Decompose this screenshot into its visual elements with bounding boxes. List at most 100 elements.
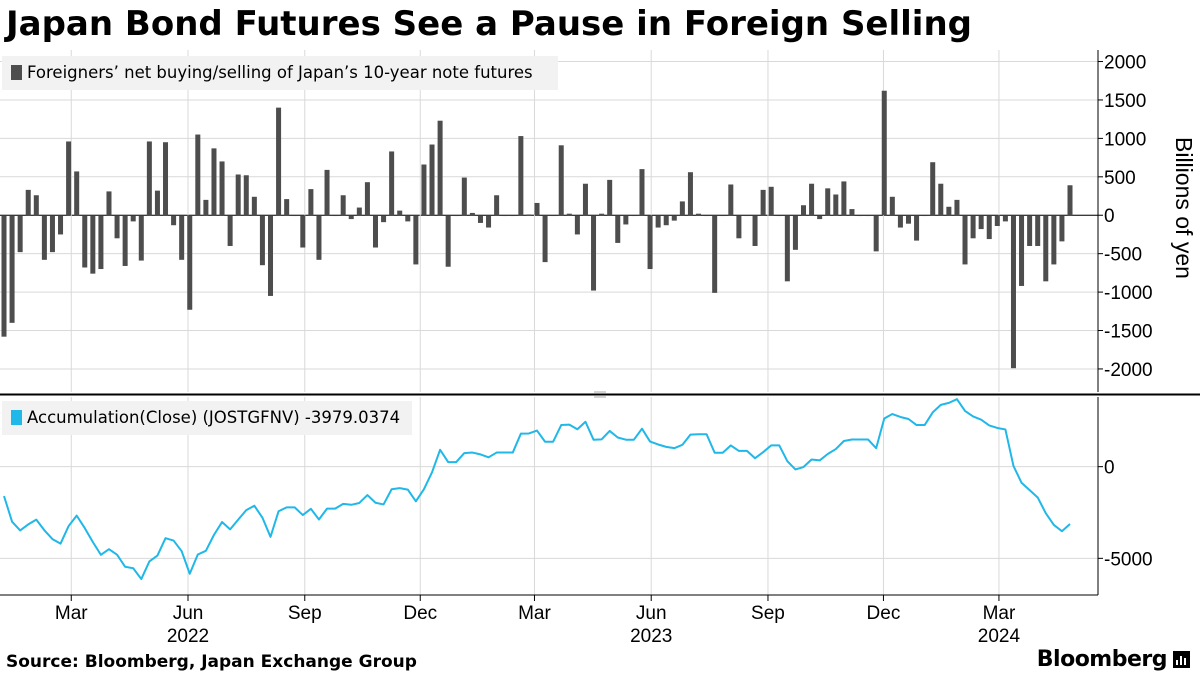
bar: [243, 175, 249, 216]
x-tick-label: Sep: [751, 603, 785, 624]
bar: [518, 136, 524, 216]
bar: [114, 215, 120, 239]
bar: [881, 90, 887, 216]
bar: [219, 161, 225, 216]
bar: [591, 215, 597, 291]
bar-y-tick-label: -1000: [1104, 283, 1153, 304]
bar-series: [1, 90, 1073, 369]
bar: [1, 215, 7, 337]
bar: [17, 215, 23, 253]
bar: [316, 215, 322, 260]
bar: [510, 215, 516, 217]
bar: [1027, 215, 1033, 246]
bar: [938, 183, 944, 216]
bar-legend-background: [2, 56, 558, 90]
line-y-axis: 0 -5000: [1097, 397, 1153, 595]
bar: [704, 215, 710, 217]
bar: [712, 215, 718, 293]
bar: [33, 195, 39, 216]
bar: [930, 162, 936, 216]
bar-y-axis-label: Billions of yen: [1171, 137, 1197, 279]
bar: [332, 215, 338, 217]
line-panel: 0 -5000 Accumulation(Close) (JOSTGFNV) -3…: [0, 397, 1153, 595]
bar: [74, 171, 80, 216]
bar: [502, 215, 508, 217]
bar: [235, 174, 241, 216]
bar: [259, 215, 265, 266]
bar: [187, 215, 193, 310]
bar: [946, 206, 952, 216]
bar: [574, 215, 580, 235]
bar: [41, 215, 47, 260]
bar: [276, 107, 282, 216]
bar: [550, 215, 556, 217]
bar: [720, 215, 726, 217]
line-legend-label: Accumulation(Close) (JOSTGFNV) -3979.037…: [27, 408, 400, 427]
bar-y-tick-label: 0: [1104, 206, 1115, 227]
bar: [90, 215, 96, 274]
panel-divider[interactable]: [0, 391, 1200, 398]
bar: [978, 215, 984, 230]
bar: [825, 188, 831, 216]
bar: [857, 215, 863, 217]
bar-y-axis: 2000 1500 1000 500 0 -500 -1000 -1500 -2000: [1097, 50, 1153, 392]
bar: [1051, 215, 1057, 265]
bar: [809, 183, 815, 216]
bar: [566, 213, 572, 216]
bar: [760, 189, 766, 216]
bar: [1043, 215, 1049, 282]
bar: [9, 215, 15, 323]
bar: [372, 215, 378, 248]
line-y-tick-label: -5000: [1104, 549, 1153, 570]
bar: [130, 215, 136, 222]
bar: [308, 189, 314, 216]
bar: [405, 215, 411, 222]
bar: [477, 215, 483, 223]
bar: [582, 183, 588, 216]
bar: [542, 215, 548, 263]
line-legend-background: [2, 401, 412, 435]
bar: [1059, 215, 1065, 242]
bar: [227, 215, 233, 246]
bar: [486, 215, 492, 228]
bar-y-tick-label: -500: [1104, 245, 1142, 266]
x-tick-label: Jun: [636, 603, 667, 624]
bar: [381, 215, 387, 223]
bar: [954, 199, 960, 216]
bar: [348, 215, 354, 220]
bar: [469, 212, 475, 216]
bar: [292, 215, 298, 217]
bar: [663, 215, 669, 226]
bar: [639, 169, 645, 216]
line-legend-swatch: [11, 410, 22, 425]
bar: [970, 215, 976, 239]
bar-panel: 2000 1500 1000 500 0 -500 -1000 -1500 -2000 Fore…: [0, 50, 1197, 392]
bar: [671, 215, 677, 221]
x-year-label: 2022: [167, 626, 209, 647]
bar-y-tick-label: 1000: [1104, 129, 1146, 150]
bloomberg-logo: Bloomberg: [1037, 647, 1190, 672]
bar: [889, 196, 895, 216]
bar: [195, 134, 201, 216]
bar: [1019, 215, 1025, 286]
bar-chart-icon: [1173, 651, 1190, 668]
bar: [154, 190, 160, 216]
x-tick-label: Jun: [173, 603, 204, 624]
bar-gridlines: [0, 50, 1098, 392]
bar: [679, 201, 685, 216]
bar: [1010, 215, 1016, 369]
bar: [1035, 215, 1041, 246]
bar: [389, 151, 395, 216]
bar: [623, 215, 629, 225]
bar: [268, 215, 274, 296]
source-note: Source: Bloomberg, Japan Exchange Group: [6, 652, 417, 672]
bar: [98, 215, 104, 270]
bar: [179, 215, 185, 260]
bar: [922, 215, 928, 217]
bar: [962, 215, 968, 265]
bar: [58, 215, 64, 235]
page-title: Japan Bond Futures See a Pause in Foreig…: [6, 4, 972, 44]
x-year-label: 2024: [978, 626, 1021, 647]
bar: [453, 215, 459, 217]
